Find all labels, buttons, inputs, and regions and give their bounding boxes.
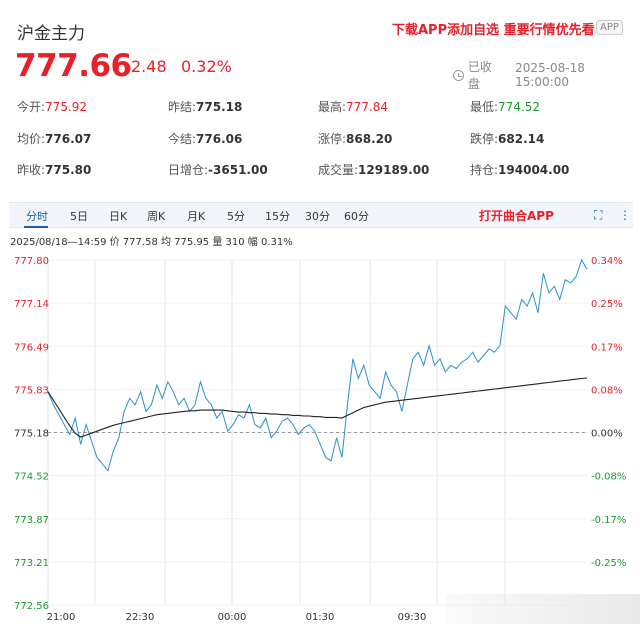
crosshair-info: 2025/08/18—14:59 价 777.58 均 775.95 量 310… xyxy=(10,237,293,248)
intraday-chart[interactable]: 777.80 777.14 776.49 775.83 775.18 774.52 773.… xyxy=(0,248,640,624)
y-tick-label-left: 772.56 xyxy=(14,601,49,612)
y-tick-label-right: 0.08% xyxy=(591,385,623,396)
price-line xyxy=(47,258,588,472)
stat-item: 最高:777.84 xyxy=(318,98,388,115)
period-tabs: 打开曲合APP ⛶ ⋮ 分时 5日 日K 周K 月K 5分 15分 30分 60分 xyxy=(9,202,633,228)
x-tick-label: 09:30 xyxy=(398,612,427,623)
stat-item: 最低:774.52 xyxy=(470,98,540,115)
stat-item: 日增仓:-3651.00 xyxy=(168,161,268,178)
app-badge[interactable]: APP xyxy=(596,20,623,35)
stat-value: 129189.00 xyxy=(358,163,430,177)
bottom-fade-bar xyxy=(445,594,640,624)
x-tick-label: 01:30 xyxy=(306,612,335,623)
y-tick-label-left: 777.80 xyxy=(14,256,49,267)
tab-period-2[interactable]: 日K xyxy=(109,210,128,223)
stat-item: 跌停:682.14 xyxy=(470,130,544,147)
stat-label: 涨停: xyxy=(318,132,347,146)
y-tick-label-right: 0.25% xyxy=(591,299,623,310)
y-tick-label-left: 777.14 xyxy=(14,299,49,310)
y-tick-label-left: 775.83 xyxy=(14,385,49,396)
tab-period-1[interactable]: 5日 xyxy=(70,210,88,223)
average-line xyxy=(47,377,588,438)
stat-label: 持仓: xyxy=(470,163,499,177)
tab-period-8[interactable]: 60分 xyxy=(344,210,369,223)
tab-period-6[interactable]: 15分 xyxy=(265,210,290,223)
stat-label: 今结: xyxy=(168,132,197,146)
stat-item: 今开:775.92 xyxy=(17,98,87,115)
stat-value: 776.06 xyxy=(196,132,243,146)
stat-item: 昨结:775.18 xyxy=(168,98,242,115)
y-tick-label-right: -0.25% xyxy=(591,558,626,569)
active-tab-underline xyxy=(24,226,48,228)
stat-label: 跌停: xyxy=(470,132,499,146)
open-app-link[interactable]: 打开曲合APP xyxy=(479,209,554,223)
market-status: 已收盘 2025-08-18 15:00:00 xyxy=(453,58,640,92)
stat-value: 775.80 xyxy=(45,163,92,177)
quote-timestamp: 2025-08-18 15:00:00 xyxy=(515,61,585,89)
stat-item: 昨收:775.80 xyxy=(17,161,91,178)
y-tick-label-right: 0.34% xyxy=(591,256,623,267)
y-tick-label-left: 773.21 xyxy=(14,558,49,569)
stat-value: 776.07 xyxy=(45,132,92,146)
price-change-percent: 0.32% xyxy=(181,57,232,76)
fullscreen-icon[interactable]: ⛶ xyxy=(594,208,603,222)
tab-intraday[interactable]: 分时 xyxy=(26,210,48,223)
stat-label: 昨结: xyxy=(168,100,197,114)
y-tick-label-left: 774.52 xyxy=(14,472,49,483)
stat-item: 均价:776.07 xyxy=(17,130,91,147)
stat-item: 成交量:129189.00 xyxy=(318,161,429,178)
y-tick-label-right: -0.17% xyxy=(591,515,626,526)
stat-item: 持仓:194004.00 xyxy=(470,161,569,178)
stat-label: 最低: xyxy=(470,100,499,114)
x-tick-label: 22:30 xyxy=(126,612,155,623)
y-tick-label-left: 773.87 xyxy=(14,515,49,526)
y-tick-label-left: 775.18 xyxy=(14,429,49,440)
tab-period-7[interactable]: 30分 xyxy=(305,210,330,223)
stat-label: 成交量: xyxy=(318,163,359,177)
download-app-promo[interactable]: 下载APP添加自选 重要行情优先看 xyxy=(392,23,595,38)
stat-item: 今结:776.06 xyxy=(168,130,242,147)
stat-value: 868.20 xyxy=(346,132,393,146)
last-price: 777.66 xyxy=(15,48,132,84)
price-change: 2.48 xyxy=(131,57,167,76)
tab-period-3[interactable]: 周K xyxy=(147,210,166,223)
instrument-title: 沪金主力 xyxy=(17,24,85,44)
tab-period-5[interactable]: 5分 xyxy=(227,210,245,223)
x-tick-label: 00:00 xyxy=(218,612,247,623)
stat-value: 777.84 xyxy=(346,100,389,114)
stat-label: 昨收: xyxy=(17,163,46,177)
more-icon[interactable]: ⋮ xyxy=(619,208,631,222)
stat-label: 均价: xyxy=(17,132,46,146)
x-tick-label: 21:00 xyxy=(47,612,76,623)
quote-header: 沪金主力 下载APP添加自选 重要行情优先看 APP 777.66 2.48 0… xyxy=(0,0,640,92)
stat-label: 日增仓: xyxy=(168,163,209,177)
stat-label: 最高: xyxy=(318,100,347,114)
y-tick-label-right: 0.17% xyxy=(591,342,623,353)
stat-value: 194004.00 xyxy=(498,163,570,177)
tab-period-4[interactable]: 月K xyxy=(187,210,206,223)
y-tick-label-left: 776.49 xyxy=(14,342,49,353)
stat-value: 775.92 xyxy=(45,100,88,114)
stat-value: 682.14 xyxy=(498,132,545,146)
stat-value: 775.18 xyxy=(196,100,243,114)
stat-item: 涨停:868.20 xyxy=(318,130,392,147)
market-status-label: 已收盘 xyxy=(467,60,492,91)
stat-value: 774.52 xyxy=(498,100,541,114)
stat-value: -3651.00 xyxy=(208,163,268,177)
stat-label: 今开: xyxy=(17,100,46,114)
y-tick-label-right: -0.08% xyxy=(591,472,626,483)
clock-icon xyxy=(453,69,464,81)
y-tick-label-right: 0.00% xyxy=(591,429,623,440)
